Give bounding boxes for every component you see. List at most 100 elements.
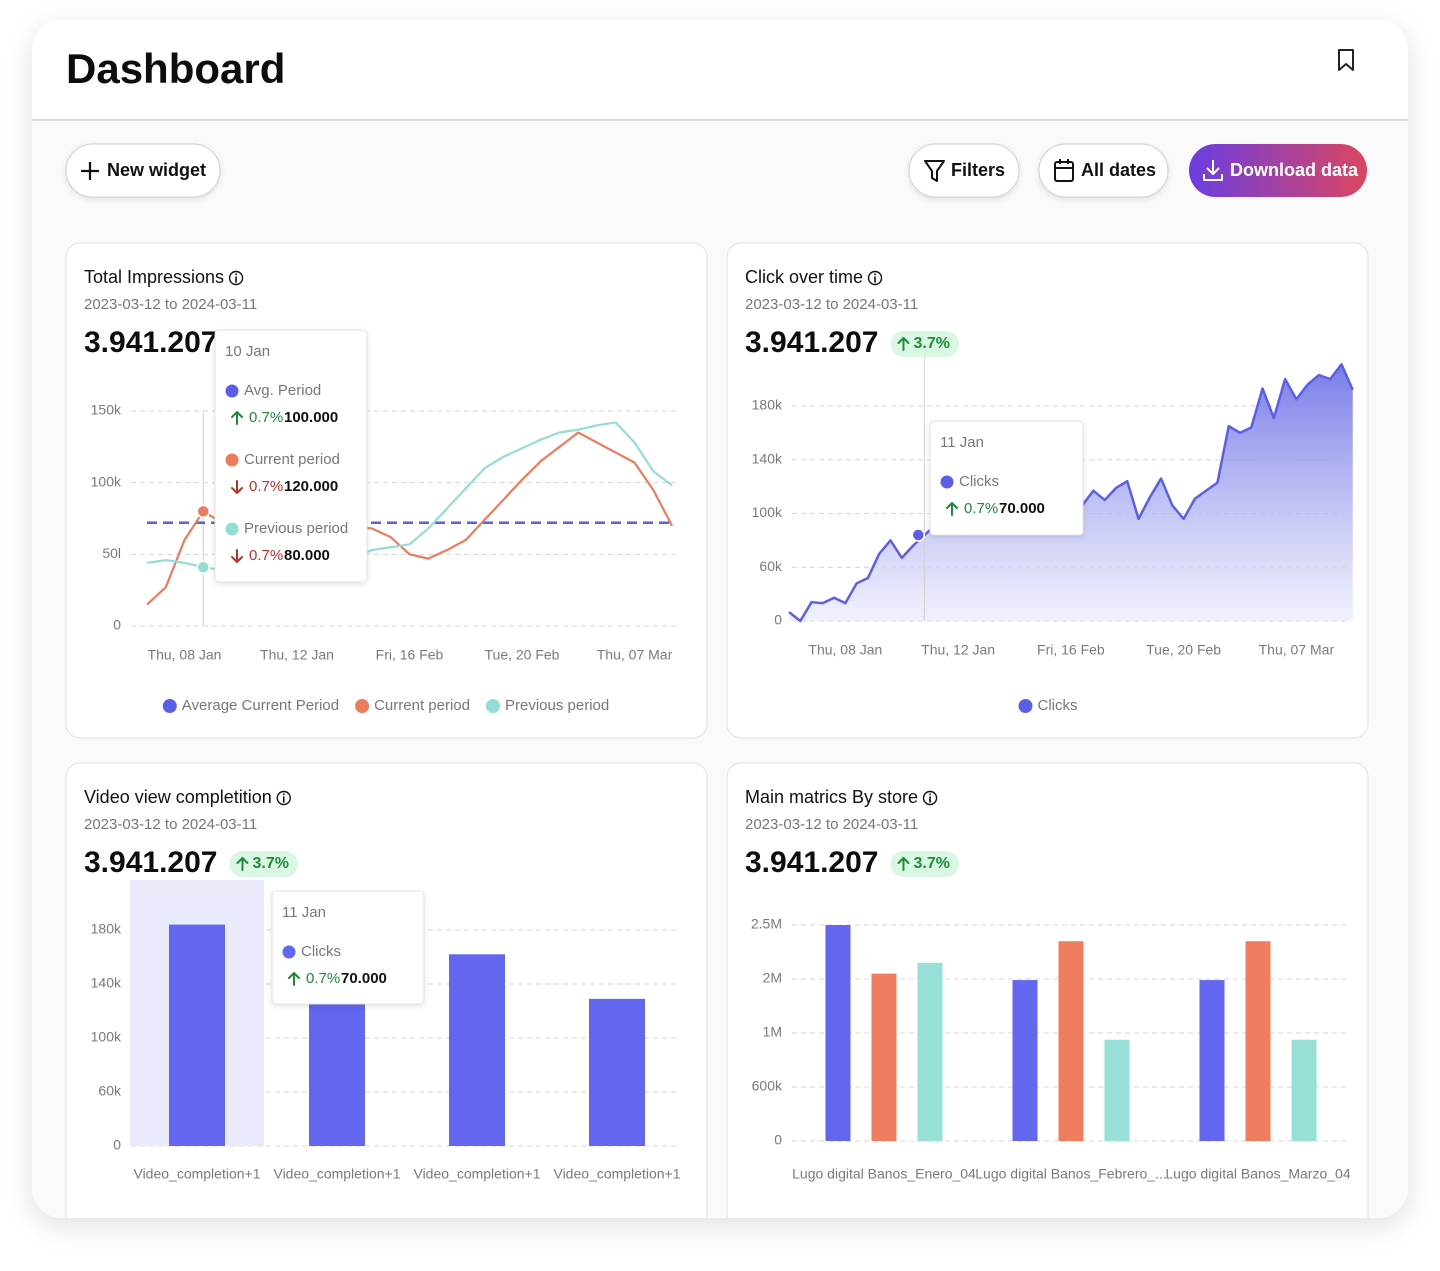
- tooltip-series-name: Clicks: [959, 473, 999, 490]
- y-tick-label: 100k: [91, 1029, 122, 1045]
- change-badge-label: 3.7%: [252, 855, 288, 872]
- legend-label: Current period: [374, 697, 470, 714]
- y-tick-label: 180k: [91, 921, 122, 937]
- tooltip-value: 100.000: [284, 409, 338, 426]
- download-button[interactable]: Download data: [1189, 144, 1367, 197]
- tooltip-value: 120.000: [284, 478, 338, 495]
- tooltip-title: 11 Jan: [940, 434, 984, 451]
- legend-swatch: [162, 699, 177, 713]
- filters-button[interactable]: Filters: [908, 143, 1020, 198]
- bar: [871, 973, 897, 1141]
- tooltip-series-name: Clicks: [301, 943, 341, 960]
- x-tick-label: Thu, 07 Mar: [597, 647, 673, 663]
- arrow-down-icon: [231, 549, 243, 563]
- x-tick-label: Thu, 08 Jan: [808, 642, 882, 658]
- bar: [1058, 941, 1084, 1141]
- change-badge: [890, 851, 959, 877]
- info-icon: [922, 790, 938, 806]
- y-tick-label: 60k: [98, 1083, 122, 1099]
- legend-swatch: [485, 699, 500, 713]
- change-badge: [890, 331, 959, 357]
- y-tick-label: 180k: [752, 397, 783, 413]
- content: Dashboard New widget Filters All dates D…: [32, 45, 1408, 1218]
- info-icon: [228, 270, 244, 286]
- y-tick-label: 0: [113, 1137, 121, 1153]
- x-tick-label: Video_completion+1: [273, 1166, 400, 1182]
- arrow-up-icon: [897, 857, 910, 871]
- y-tick-label: 100k: [752, 504, 783, 520]
- chart-title: Total Impressions: [84, 267, 224, 287]
- x-tick-label: Thu, 12 Jan: [260, 647, 334, 663]
- y-tick-label: 0: [774, 1132, 782, 1148]
- y-tick-label: 60k: [759, 558, 783, 574]
- chart: Total Impressions 2023-03-12 to 2024-03-1…: [84, 267, 676, 714]
- x-tick-label: Thu, 12 Jan: [921, 642, 995, 658]
- y-tick-label: 100k: [91, 473, 122, 489]
- chart-title: Click over time: [745, 267, 863, 287]
- y-tick-label: 2.5M: [751, 916, 782, 932]
- y-tick-label: 0: [774, 612, 782, 628]
- filter-icon: [924, 160, 945, 182]
- bar: [1104, 1039, 1130, 1141]
- button-label: Download data: [1230, 160, 1359, 180]
- bar: [309, 986, 365, 1146]
- bar: [449, 954, 505, 1146]
- bar: [1245, 941, 1271, 1141]
- y-tick-label: 50l: [102, 545, 121, 561]
- tooltip-swatch: [225, 453, 239, 467]
- tooltip-title: 11 Jan: [282, 904, 326, 921]
- download-icon: [1203, 160, 1223, 181]
- hover-point: [196, 560, 210, 574]
- bar: [917, 962, 943, 1141]
- legend: Clicks: [1018, 697, 1078, 714]
- button-background: [908, 143, 1020, 198]
- arrow-up-icon: [288, 972, 300, 986]
- chart-title: Main matrics By store: [745, 787, 918, 807]
- bar: [1291, 1039, 1317, 1141]
- y-tick-label: 0: [113, 617, 121, 633]
- x-tick-label: Video_completion+1: [133, 1166, 260, 1182]
- info-icon: [867, 270, 883, 286]
- tooltip-value: 70.000: [999, 500, 1045, 517]
- button-background: [1038, 143, 1169, 198]
- tooltip-value: 80.000: [284, 547, 330, 564]
- tooltip-series-name: Current period: [244, 451, 340, 468]
- calendar-icon-detail: [1055, 159, 1073, 169]
- button-background: [1189, 144, 1367, 197]
- tooltip-swatch: [225, 522, 239, 536]
- y-tick-label: 600k: [752, 1078, 783, 1094]
- area-fill: [789, 364, 1353, 621]
- x-tick-label: Fri, 16 Feb: [376, 647, 444, 663]
- chart-total: 3.941.207: [745, 326, 878, 359]
- legend-label: Previous period: [505, 697, 609, 714]
- bar: [1199, 980, 1225, 1141]
- x-tick-label: Tue, 20 Feb: [485, 647, 560, 663]
- tooltip-swatch: [282, 945, 296, 959]
- chart-total: 3.941.207: [84, 846, 217, 879]
- tooltip: 11 Jan Clicks 0.7% 70.000: [271, 890, 425, 1005]
- tooltip-box: [214, 329, 368, 583]
- tooltip-box: [271, 890, 425, 1005]
- legend: Average Current Period Current period Prev…: [162, 697, 609, 714]
- chart-subtitle: 2023-03-12 to 2024-03-11: [745, 816, 918, 833]
- chart-subtitle: 2023-03-12 to 2024-03-11: [84, 296, 257, 313]
- dates-button[interactable]: All dates: [1038, 143, 1169, 198]
- x-tick-label: Lugo digital Banos_Enero_04: [792, 1166, 976, 1182]
- chart-total: 3.941.207: [745, 846, 878, 879]
- bookmark-icon[interactable]: [1338, 49, 1354, 71]
- plus-icon: [81, 162, 99, 180]
- bar: [169, 924, 225, 1146]
- chart-subtitle: 2023-03-12 to 2024-03-11: [84, 816, 257, 833]
- x-tick-label: Lugo digital Banos_Febrero_...: [975, 1166, 1166, 1182]
- x-tick-label: Tue, 20 Feb: [1146, 642, 1221, 658]
- y-tick-label: 140k: [91, 975, 122, 991]
- tooltip-value: 70.000: [341, 970, 387, 987]
- x-tick-label: Video_completion+1: [413, 1166, 540, 1182]
- tooltip-swatch: [940, 475, 954, 489]
- new-widget-button[interactable]: New widget: [65, 143, 221, 198]
- chart: Video view completition 2023-03-12 to 202…: [84, 787, 681, 1182]
- x-tick-label: Fri, 16 Feb: [1037, 642, 1105, 658]
- bar: [589, 998, 645, 1146]
